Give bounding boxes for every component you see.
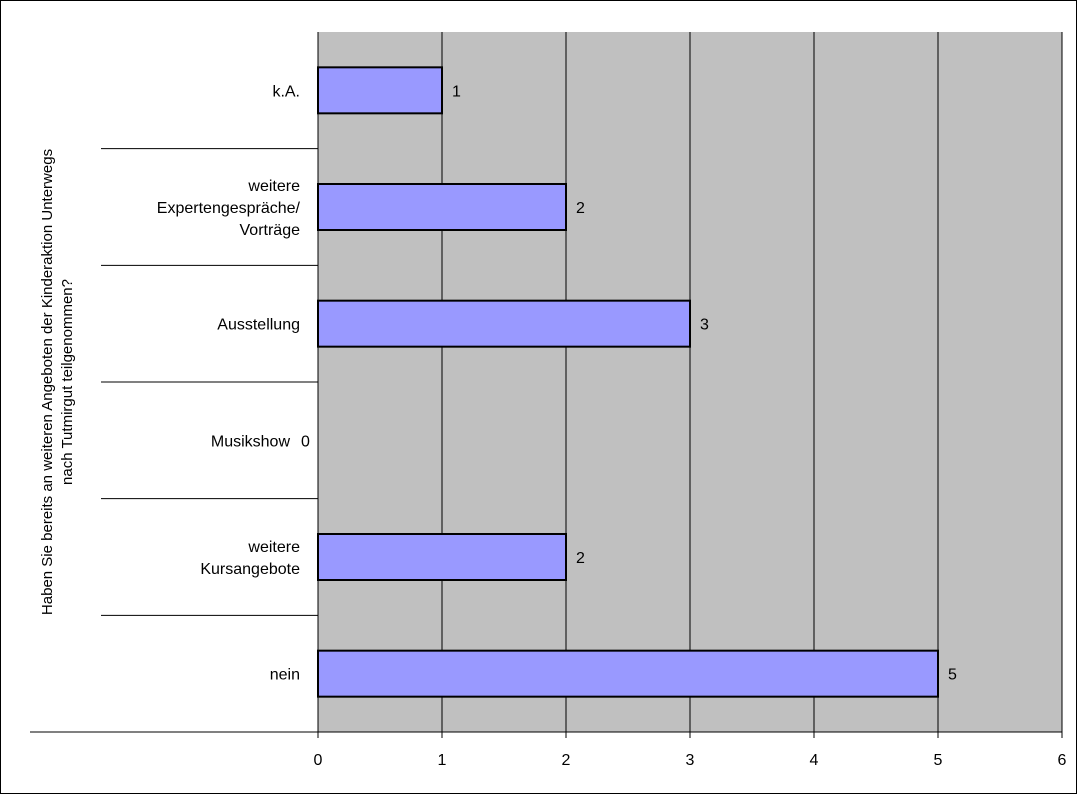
grid-lines <box>441 32 1063 732</box>
bar <box>317 533 567 581</box>
category-label: Ausstellung <box>217 317 300 334</box>
data-label: 2 <box>576 550 585 567</box>
data-label: 3 <box>700 317 709 334</box>
category-label: Musikshow <box>211 433 291 450</box>
x-tick-label: 4 <box>810 752 819 769</box>
axes <box>30 32 1063 738</box>
x-tick-label: 2 <box>562 752 571 769</box>
bar <box>317 183 567 231</box>
category-label: nein <box>270 667 300 684</box>
labels: 0 1 2 3 4 5 6 k.A. 1 weitere Expertengespräche/Vor… <box>157 83 1067 769</box>
category-label: weitere Kursangebote <box>200 539 300 578</box>
data-label: 1 <box>452 83 461 100</box>
category-label: weitere Expertengespräche/Vorträge <box>157 178 301 239</box>
x-tick-label: 1 <box>438 752 447 769</box>
data-label: 2 <box>576 200 585 217</box>
category-label: k.A. <box>272 83 300 100</box>
x-tick-label: 0 <box>314 752 323 769</box>
data-label: 5 <box>948 667 957 684</box>
x-tick-label: 6 <box>1058 752 1067 769</box>
bars <box>317 66 939 698</box>
x-tick-label: 5 <box>934 752 943 769</box>
bar <box>317 66 443 115</box>
bar <box>317 299 691 348</box>
bar <box>317 649 939 698</box>
x-tick-label: 3 <box>686 752 695 769</box>
data-label: 0 <box>301 433 310 450</box>
y-axis-title: Haben Sie bereits an weiteren Angeboten … <box>39 149 76 615</box>
